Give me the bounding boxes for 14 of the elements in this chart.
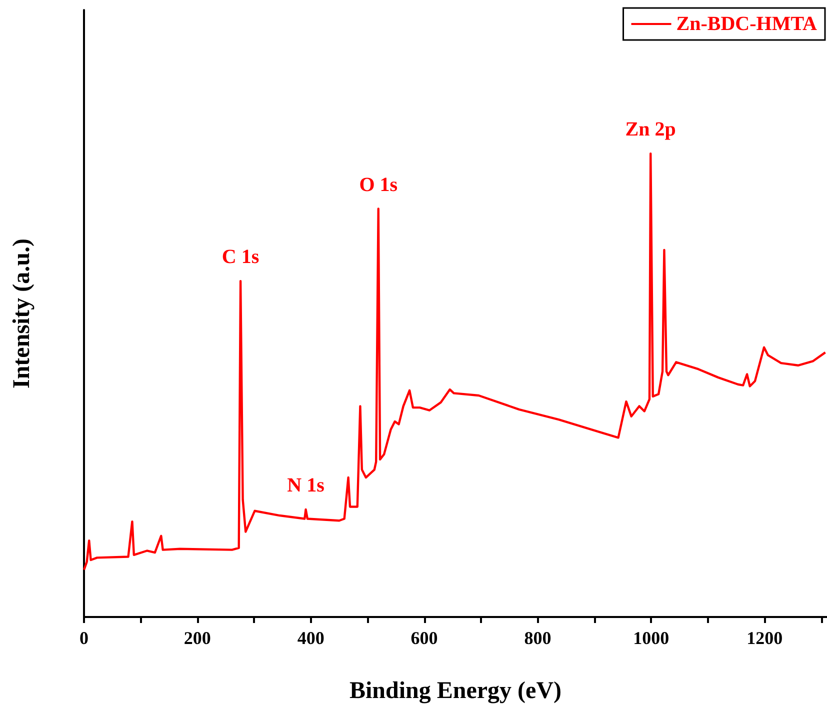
- y-axis-title: Intensity (a.u.): [9, 238, 35, 389]
- annotation: C 1s: [222, 246, 260, 268]
- annotation: O 1s: [359, 174, 398, 196]
- x-axis-title: Binding Energy (eV): [349, 678, 562, 704]
- x-tick-label: 800: [524, 628, 552, 648]
- x-tick-label: 400: [297, 628, 324, 648]
- x-tick-label: 0: [80, 628, 88, 648]
- annotation: Zn 2p: [625, 118, 676, 141]
- legend-label: Zn-BDC-HMTA: [676, 13, 818, 35]
- annotation: N 1s: [287, 474, 325, 496]
- x-tick-label: 600: [410, 628, 438, 648]
- x-tick-label: 1000: [633, 628, 670, 648]
- x-tick-label: 200: [184, 628, 211, 648]
- x-tick-label: 1200: [746, 628, 783, 648]
